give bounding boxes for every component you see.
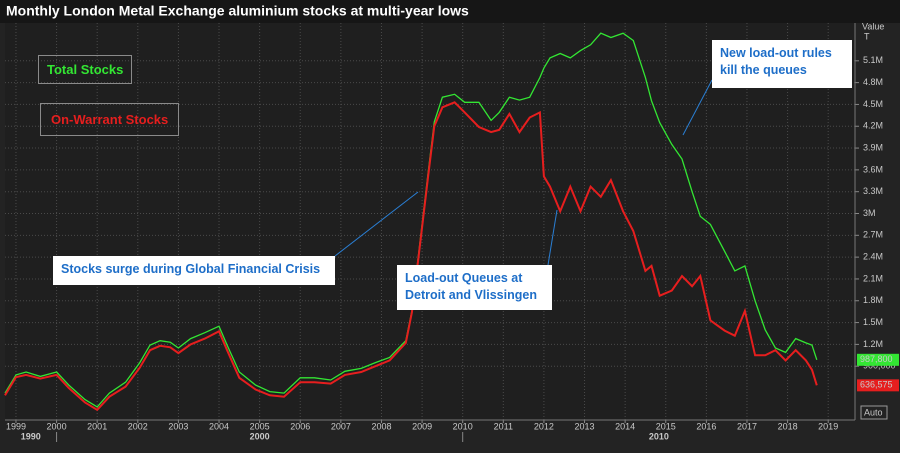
x-tick-label: 2007 — [331, 421, 351, 431]
y-tick-label: 1.5M — [863, 317, 883, 327]
scale-button[interactable] — [860, 405, 888, 420]
y-tick-label: 4.5M — [863, 99, 883, 109]
annotation-pointer — [334, 191, 419, 257]
scale-button-label[interactable]: Auto — [864, 407, 883, 417]
chart-title: Monthly London Metal Exchange aluminium … — [6, 3, 469, 19]
decade-label: 2010 — [649, 431, 669, 441]
y-tick-label: 3M — [863, 208, 876, 218]
y-unit: T — [864, 31, 870, 41]
decade-label: 1990 — [21, 431, 41, 441]
x-tick-label: 2009 — [412, 421, 432, 431]
y-tick-label: 2.4M — [863, 252, 883, 262]
y-tick-label: 3.6M — [863, 164, 883, 174]
x-tick-label: 2003 — [168, 421, 188, 431]
x-tick-label: 2012 — [534, 421, 554, 431]
decade-label: 2000 — [250, 431, 270, 441]
annotation: Stocks surge during Global Financial Cri… — [53, 256, 335, 285]
x-tick-label: 2011 — [494, 421, 513, 431]
x-tick-label: 2002 — [128, 421, 148, 431]
legend-item: On-Warrant Stocks — [40, 103, 180, 136]
x-tick-label: 2006 — [290, 421, 310, 431]
x-tick-label: 2008 — [371, 421, 391, 431]
y-label: Value — [862, 21, 884, 31]
x-tick-label: 2019 — [818, 421, 838, 431]
y-tick-label: 1.2M — [863, 339, 883, 349]
x-tick-label: 1999 — [6, 421, 26, 431]
x-tick-label: 2000 — [47, 421, 67, 431]
x-tick-label: 2017 — [737, 421, 757, 431]
y-tick-label: 3.9M — [863, 142, 883, 152]
series-line — [4, 101, 818, 412]
x-tick-label: 2018 — [778, 421, 798, 431]
x-tick-label: 2010 — [453, 421, 473, 431]
last-value-label: 987,800 — [860, 354, 893, 364]
y-tick-label: 2.1M — [863, 273, 883, 283]
x-tick-label: 2004 — [209, 421, 229, 431]
last-value-box — [857, 379, 899, 392]
last-value-box — [857, 353, 899, 366]
title-bar — [0, 0, 900, 23]
annotation: New load-out rules kill the queues — [712, 40, 852, 88]
y-tick-label: 4.8M — [863, 77, 883, 87]
x-tick-label: 2013 — [575, 421, 595, 431]
plot-area — [5, 23, 855, 420]
y-tick-label: 3.3M — [863, 186, 883, 196]
y-tick-label: 4.2M — [863, 121, 883, 131]
x-tick-label: 2015 — [656, 421, 676, 431]
y-tick-label: 2.7M — [863, 230, 883, 240]
legend-item: Total Stocks — [38, 55, 133, 84]
x-tick-label: 2016 — [696, 421, 716, 431]
x-tick-label: 2001 — [87, 421, 107, 431]
last-value-label: 636,575 — [860, 380, 893, 390]
annotation: Load-out Queues at Detroit and Vlissinge… — [397, 265, 552, 310]
series-line — [4, 32, 818, 408]
annotation-pointer — [682, 79, 713, 136]
x-tick-label: 2005 — [250, 421, 270, 431]
annotation-pointer — [547, 209, 558, 266]
x-tick-label: 2014 — [615, 421, 635, 431]
y-tick-label: 1.8M — [863, 295, 883, 305]
y-tick-label: 5.1M — [863, 55, 883, 65]
